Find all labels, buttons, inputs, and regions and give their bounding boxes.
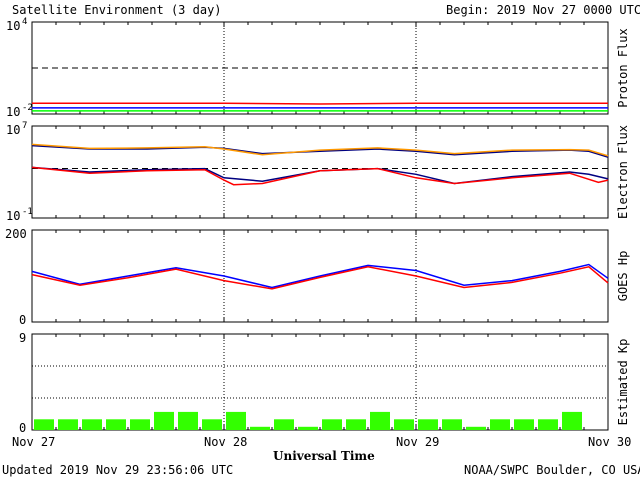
kp-bar bbox=[274, 419, 294, 430]
y-tick-label: 10 bbox=[6, 19, 20, 33]
kp-bar bbox=[562, 411, 582, 430]
series-line-red bbox=[32, 102, 608, 105]
y-tick-exponent: -1 bbox=[22, 207, 33, 217]
chart-title: Satellite Environment (3 day) bbox=[12, 3, 222, 17]
y-axis-label: Proton Flux bbox=[616, 28, 630, 107]
kp-bar bbox=[442, 419, 462, 430]
y-axis-label: Electron Flux bbox=[616, 125, 630, 219]
begin-time: Begin: 2019 Nov 27 0000 UTC bbox=[446, 3, 640, 17]
series-line-orange bbox=[31, 143, 609, 157]
kp-bar bbox=[226, 411, 246, 430]
kp-bar bbox=[346, 419, 366, 430]
credit-text: NOAA/SWPC Boulder, CO USA bbox=[464, 463, 640, 477]
y-tick-label: 0 bbox=[19, 313, 26, 327]
kp-bar bbox=[154, 411, 174, 430]
updated-time: Updated 2019 Nov 29 23:56:06 UTC bbox=[2, 463, 233, 477]
kp-bar bbox=[106, 419, 126, 430]
kp-bar bbox=[466, 426, 486, 430]
panel-4: 0 9 Estimated Kp bbox=[19, 331, 630, 435]
kp-bar bbox=[418, 419, 438, 430]
y-tick-label: 9 bbox=[19, 331, 26, 345]
kp-bar bbox=[538, 419, 558, 430]
y-tick-label: 0 bbox=[19, 421, 26, 435]
series-line-red bbox=[31, 166, 609, 186]
x-axis-label: Universal Time bbox=[273, 449, 375, 463]
kp-bar bbox=[82, 419, 102, 430]
x-tick-label-0: Nov 27 bbox=[12, 435, 55, 449]
kp-bar bbox=[298, 426, 318, 430]
panel-3: 0 200 GOES Hp bbox=[5, 227, 630, 327]
series-line-red bbox=[31, 265, 609, 290]
y-axis-label: GOES Hp bbox=[616, 251, 630, 302]
kp-bar bbox=[322, 419, 342, 430]
x-tick-label-1: Nov 28 bbox=[204, 435, 247, 449]
panel-2: 10 710 -1 Electron Flux bbox=[6, 121, 630, 223]
kp-bar bbox=[394, 419, 414, 430]
kp-bar bbox=[58, 419, 78, 430]
y-tick-label: 10 bbox=[6, 209, 20, 223]
y-tick-label: 10 bbox=[6, 105, 20, 119]
series-line-blue bbox=[31, 263, 609, 289]
y-tick-exponent: -2 bbox=[22, 103, 33, 113]
y-axis-label: Estimated Kp bbox=[616, 339, 630, 426]
kp-bar bbox=[130, 419, 150, 430]
x-tick-label-2: Nov 29 bbox=[396, 435, 439, 449]
y-tick-exponent: 4 bbox=[22, 17, 27, 27]
x-tick-label-3: Nov 30 bbox=[588, 435, 631, 449]
kp-bar bbox=[490, 419, 510, 430]
kp-bar bbox=[370, 411, 390, 430]
kp-bar bbox=[514, 419, 534, 430]
y-tick-exponent: 7 bbox=[22, 121, 27, 131]
y-tick-label: 10 bbox=[6, 123, 20, 137]
kp-bar bbox=[178, 411, 198, 430]
y-tick-label: 200 bbox=[5, 227, 27, 241]
kp-bar bbox=[202, 419, 222, 430]
kp-bar bbox=[34, 419, 54, 430]
kp-bar bbox=[250, 426, 270, 430]
